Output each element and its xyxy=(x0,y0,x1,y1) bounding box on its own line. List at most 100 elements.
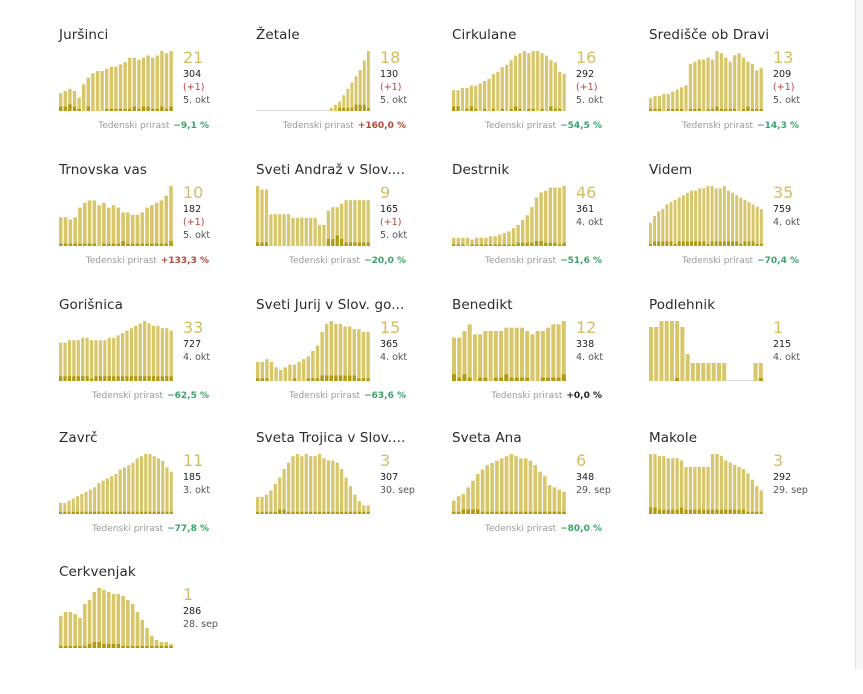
bar-new xyxy=(509,511,514,514)
bar-new xyxy=(127,511,131,514)
bar-active xyxy=(553,187,557,246)
bar-new xyxy=(164,108,169,111)
bar-active xyxy=(716,363,721,381)
municipality-card[interactable]: Središče ob Dravi 13 209 (+1) 5. okt Tedenski… xyxy=(649,27,839,157)
bar-active xyxy=(106,207,111,246)
bar-new xyxy=(685,241,689,246)
bar-new xyxy=(145,243,149,246)
bar-active xyxy=(143,321,147,381)
municipality-card[interactable]: Makole 3 292 29. sep xyxy=(649,430,839,560)
scrollbar[interactable] xyxy=(856,0,863,669)
daily-delta: (+1) xyxy=(183,82,205,93)
bar-new xyxy=(260,511,264,514)
bar-new xyxy=(461,244,465,246)
bar-active xyxy=(538,471,542,514)
municipality-card[interactable]: Sveta Trojica v Slov.... 3 307 30. sep xyxy=(256,430,446,560)
bar-active xyxy=(728,462,732,514)
active-cases-number: 16 xyxy=(576,48,597,67)
bar-active xyxy=(273,484,277,514)
bar-active xyxy=(67,500,71,514)
bar-active xyxy=(653,96,657,111)
bar-active xyxy=(465,87,469,111)
weekly-growth-value: −70,4 % xyxy=(757,256,799,266)
bar-active xyxy=(452,90,456,111)
bar-active xyxy=(325,323,329,381)
daily-delta: (+1) xyxy=(380,217,402,228)
bar-chart xyxy=(452,51,566,111)
bar-new xyxy=(452,374,457,381)
municipality-card[interactable]: Podlehnik 1 215 4. okt xyxy=(649,297,839,427)
bar-new xyxy=(509,108,513,111)
bar-new xyxy=(131,511,135,514)
bar-new xyxy=(679,108,684,111)
weekly-growth-label: Tedenski prirast xyxy=(92,524,164,534)
municipality-card[interactable]: Sveti Andraž v Slov.... 9 165 (+1) 5. okt Ted… xyxy=(256,162,446,292)
bar-new xyxy=(518,108,522,111)
municipality-card[interactable]: Žetale 18 130 (+1) 5. okt Tedenski prirast +16… xyxy=(256,27,446,157)
bar-active xyxy=(315,345,320,381)
bar-active xyxy=(78,618,82,648)
bar-active xyxy=(140,620,145,648)
weekly-growth: Tedenski prirast −54,5 % xyxy=(452,121,602,131)
baseline-segment xyxy=(732,380,738,381)
total-cases: 727 xyxy=(183,339,202,350)
bar-active xyxy=(269,214,273,246)
municipality-card[interactable]: Sveti Jurij v Slov. go... 15 365 4. okt Tede… xyxy=(256,297,446,427)
bar-new xyxy=(456,106,460,111)
bar-new xyxy=(493,377,498,381)
bar-new xyxy=(666,509,670,514)
bar-active xyxy=(741,57,746,111)
bar-new xyxy=(534,241,539,246)
bar-active xyxy=(461,494,466,514)
bar-active xyxy=(286,214,291,246)
bar-new xyxy=(116,376,120,381)
daily-delta: (+1) xyxy=(773,82,795,93)
bar-active xyxy=(358,69,362,111)
municipality-card[interactable]: Destrnik 46 361 4. okt Tedenski prirast −51,6… xyxy=(452,162,642,292)
bar-new xyxy=(706,108,710,111)
municipality-card[interactable]: Sveta Ana 6 348 29. sep Tedenski prirast −80,… xyxy=(452,430,642,560)
municipality-card[interactable]: Cerkvenjak 1 286 28. sep xyxy=(59,564,249,694)
bar-active xyxy=(551,324,556,381)
bar-chart xyxy=(59,51,173,111)
municipality-name: Cerkvenjak xyxy=(59,564,136,580)
bar-new xyxy=(553,108,557,111)
bar-new xyxy=(669,241,673,246)
baseline-segment xyxy=(317,110,322,111)
municipality-card[interactable]: Gorišnica 33 727 4. okt Tedenski prirast −62,… xyxy=(59,297,249,427)
bar-active xyxy=(540,331,545,381)
municipality-card[interactable]: Videm 35 759 4. okt Tedenski prirast −70,4 % xyxy=(649,162,839,292)
bar-active xyxy=(561,321,566,381)
bar-new xyxy=(102,644,106,648)
bar-active xyxy=(493,236,497,246)
municipality-card[interactable]: Cirkulane 16 292 (+1) 5. okt Tedenski prirast… xyxy=(452,27,642,157)
bar-new xyxy=(688,509,693,514)
bar-new xyxy=(718,241,722,246)
bar-active xyxy=(544,190,548,246)
bar-active xyxy=(472,334,477,381)
bar-new xyxy=(160,106,164,111)
total-cases: 307 xyxy=(380,472,399,483)
bar-active xyxy=(91,73,95,111)
bar-active xyxy=(260,496,264,514)
bar-new xyxy=(335,235,339,246)
bar-new xyxy=(531,108,535,111)
bar-new xyxy=(80,511,84,514)
municipality-card[interactable]: Juršinci 21 304 (+1) 5. okt Tedenski prirast −… xyxy=(59,27,249,157)
municipality-card[interactable]: Benedikt 12 338 4. okt Tedenski prirast +0,0 … xyxy=(452,297,642,427)
bar-active xyxy=(527,53,531,111)
baseline-segment xyxy=(272,110,277,111)
municipality-card[interactable]: Trnovska vas 10 182 (+1) 5. okt Tedenski prir… xyxy=(59,162,249,292)
weekly-growth-label: Tedenski prirast xyxy=(491,391,563,401)
bar-active xyxy=(469,85,473,111)
bar-new xyxy=(755,243,759,246)
bar-new xyxy=(714,241,718,246)
municipality-name: Benedikt xyxy=(452,297,513,313)
bar-new xyxy=(76,511,80,514)
bar-active xyxy=(649,98,653,111)
bar-active xyxy=(77,97,81,111)
bar-new xyxy=(264,511,269,514)
municipality-card[interactable]: Zavrč 11 185 3. okt Tedenski prirast −77,8 % xyxy=(59,430,249,560)
bar-new xyxy=(361,378,366,381)
bar-active xyxy=(102,590,106,648)
